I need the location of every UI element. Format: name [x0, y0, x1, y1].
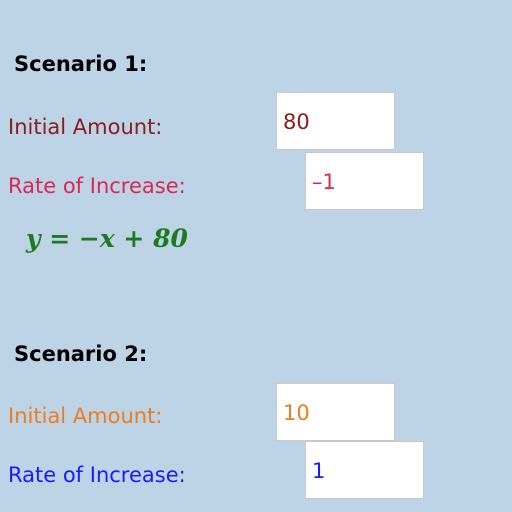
rate-label: Rate of Increase:	[8, 463, 186, 487]
scenario-heading: Scenario 2:	[14, 342, 148, 366]
initial-label: Initial Amount:	[8, 404, 163, 428]
rate-label: Rate of Increase:	[8, 174, 186, 198]
rate-input[interactable]: 1	[305, 441, 424, 499]
input-value: 10	[283, 401, 310, 425]
initial-label: Initial Amount:	[8, 115, 163, 139]
input-value: 80	[283, 110, 310, 134]
rate-input[interactable]: –1	[305, 152, 424, 210]
input-value: 1	[312, 459, 326, 483]
initial-input[interactable]: 10	[276, 383, 395, 441]
initial-input[interactable]: 80	[276, 92, 395, 150]
equation: y = −x + 80	[26, 224, 188, 253]
scenario-heading: Scenario 1:	[14, 52, 148, 76]
input-value: –1	[312, 170, 336, 194]
